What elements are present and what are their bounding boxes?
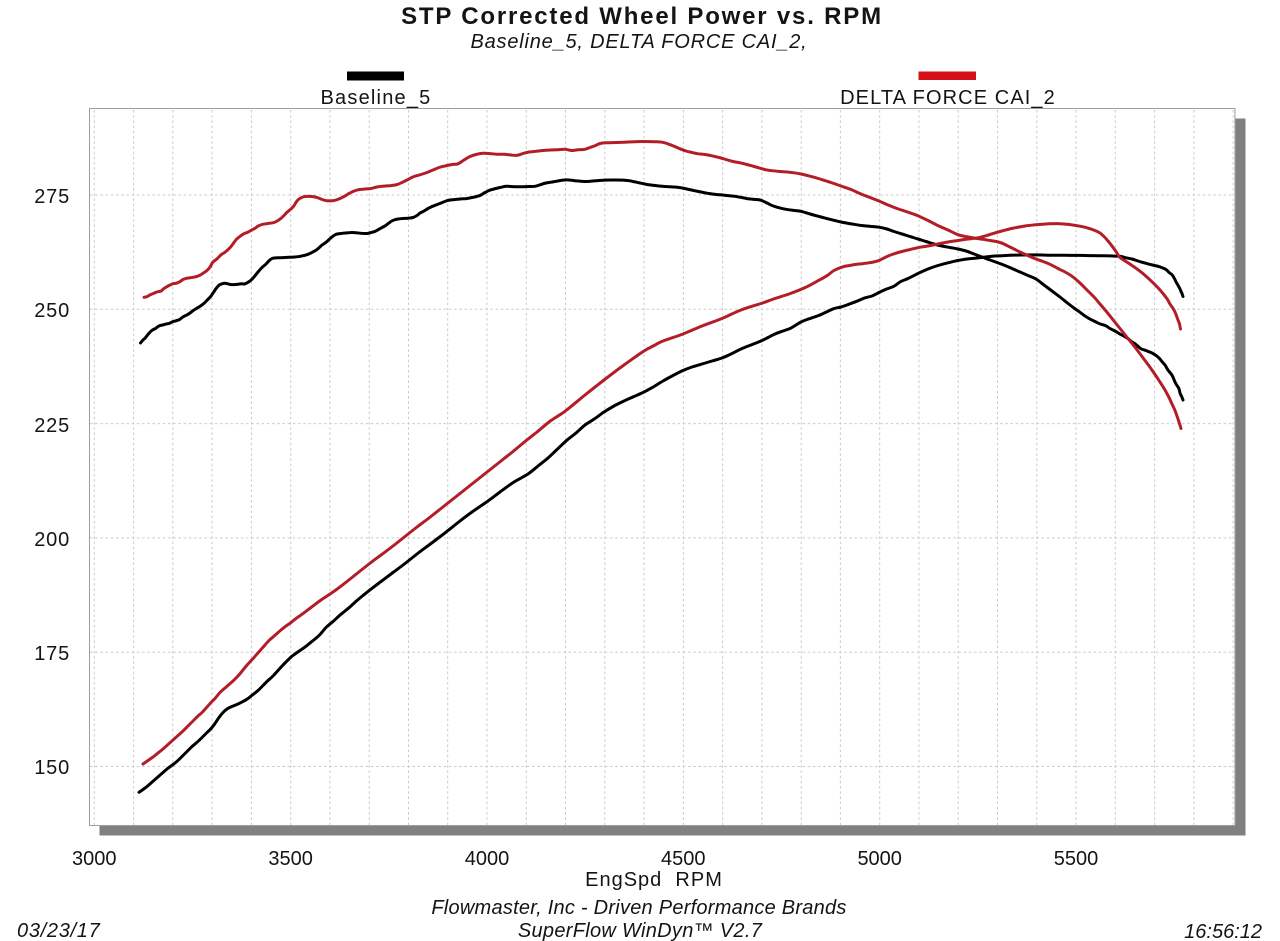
- svg-text:4500: 4500: [661, 848, 706, 870]
- svg-text:150: 150: [34, 757, 70, 779]
- svg-text:3000: 3000: [72, 848, 117, 870]
- svg-text:SuperFlow WinDyn™ V2.7: SuperFlow WinDyn™ V2.7: [518, 920, 763, 941]
- svg-text:DELTA FORCE CAI_2: DELTA FORCE CAI_2: [840, 87, 1056, 109]
- svg-text:Baseline_5: Baseline_5: [321, 87, 432, 109]
- svg-text:200: 200: [34, 529, 70, 551]
- svg-text:225: 225: [34, 415, 70, 437]
- svg-text:275: 275: [34, 186, 70, 208]
- svg-text:Flowmaster, Inc - Driven Perfo: Flowmaster, Inc - Driven Performance Bra…: [431, 897, 846, 919]
- svg-text:5500: 5500: [1054, 848, 1099, 870]
- svg-text:250: 250: [34, 300, 70, 322]
- svg-text:STP Corrected Wheel Power vs.: STP Corrected Wheel Power vs. RPM: [401, 3, 883, 30]
- svg-text:3500: 3500: [268, 848, 313, 870]
- svg-text:5000: 5000: [857, 848, 902, 870]
- svg-text:4000: 4000: [465, 848, 510, 870]
- svg-text:16:56:12: 16:56:12: [1184, 921, 1262, 941]
- svg-text:EngSpd RPM: EngSpd RPM: [585, 869, 723, 891]
- svg-text:Baseline_5, DELTA FORCE CAI_2,: Baseline_5, DELTA FORCE CAI_2,: [470, 31, 807, 53]
- svg-text:175: 175: [34, 643, 70, 665]
- svg-text:03/23/17: 03/23/17: [17, 920, 101, 941]
